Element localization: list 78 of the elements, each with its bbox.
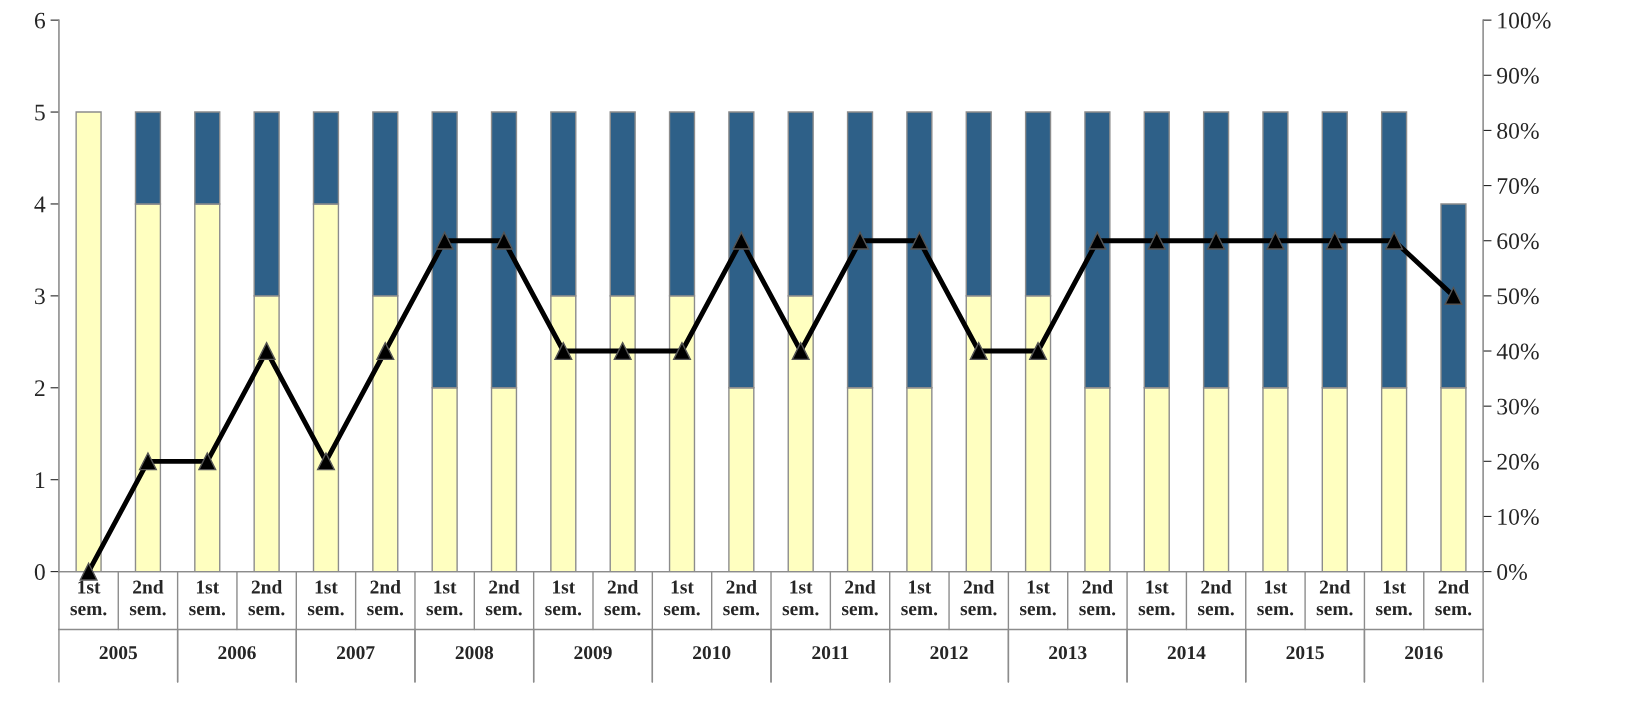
- point: [494, 231, 514, 250]
- x-tick-label: 1st sem.: [189, 580, 226, 616]
- point: [198, 452, 217, 471]
- point: [316, 452, 335, 471]
- x-tick-label: 2nd sem.: [1198, 579, 1234, 616]
- point: [910, 231, 929, 250]
- x-tick-label: 1st sem.: [307, 580, 344, 616]
- x-tick-label: 1st sem.: [901, 580, 938, 616]
- y-tick-label: 4: [34, 196, 46, 213]
- point: [613, 341, 632, 361]
- y2-tick-label: 0%: [1497, 564, 1527, 581]
- x-tick-label: 1st sem.: [545, 580, 582, 616]
- point: [672, 341, 692, 361]
- x-tick-label: 2nd sem.: [604, 579, 641, 616]
- text: 2013: [1049, 646, 1087, 660]
- text: 2007: [337, 646, 375, 660]
- y2-tick-label: 80%: [1497, 122, 1539, 139]
- y2-tick-label: 70%: [1497, 178, 1539, 195]
- y-tick-label: 3: [35, 288, 45, 305]
- text: 2010: [693, 646, 731, 660]
- y-tick-label: 0: [34, 564, 45, 581]
- x-tick-label: 1st sem.: [1138, 580, 1175, 616]
- x-tick-label: 2nd sem.: [248, 579, 285, 616]
- text: 2005: [99, 646, 138, 660]
- point: [791, 341, 810, 361]
- y2-tick-label: 60%: [1497, 233, 1539, 250]
- point: [435, 231, 454, 250]
- y-tick-label: 1: [36, 472, 45, 488]
- point: [851, 231, 870, 250]
- point: [376, 341, 395, 361]
- point: [554, 341, 573, 361]
- point: [79, 562, 98, 581]
- point: [1088, 231, 1107, 250]
- text: 2012: [930, 646, 968, 660]
- point: [1029, 341, 1048, 361]
- point: [1444, 286, 1463, 305]
- x-tick-label: 1st sem.: [426, 580, 463, 616]
- point: [257, 341, 276, 361]
- text: 2008: [455, 646, 494, 660]
- point: [1207, 231, 1226, 250]
- point: [1266, 231, 1285, 250]
- text: 2015: [1286, 646, 1324, 660]
- x-tick-label: 2nd sem.: [485, 579, 522, 616]
- x-tick-label: 1st sem.: [1020, 580, 1056, 616]
- text: 2016: [1405, 646, 1443, 660]
- point: [1147, 231, 1166, 250]
- x-tick-label: 2nd sem.: [129, 579, 166, 616]
- y2-tick-label: 50%: [1497, 288, 1539, 305]
- x-tick-label: 2nd sem.: [1079, 579, 1116, 616]
- text: 2006: [218, 646, 256, 660]
- x-tick-label: 1st sem.: [663, 580, 700, 616]
- x-tick-label: 2nd sem.: [367, 579, 404, 616]
- y-tick-label: 6: [34, 12, 46, 29]
- y2-tick-label: 100%: [1498, 12, 1551, 29]
- x-tick-label: 2nd sem.: [1435, 579, 1472, 616]
- x-tick-label: 1st sem.: [782, 580, 819, 616]
- x-tick-label: 2nd sem.: [842, 579, 878, 616]
- text: 2014: [1167, 646, 1206, 660]
- text: 2011: [812, 646, 849, 660]
- x-tick-label: 1st sem.: [1376, 580, 1412, 616]
- point: [1325, 231, 1344, 250]
- y-tick-label: 5: [35, 104, 45, 121]
- point: [1385, 231, 1404, 250]
- y2-tick-label: 10%: [1498, 508, 1539, 525]
- x-tick-label: 1st sem.: [1257, 580, 1294, 616]
- point: [138, 452, 157, 471]
- y2-tick-label: 90%: [1497, 67, 1539, 84]
- x-tick-label: 2nd sem.: [960, 579, 997, 616]
- point: [732, 231, 751, 250]
- y2-tick-label: 40%: [1496, 343, 1539, 360]
- x-tick-label: 2nd sem.: [723, 579, 760, 616]
- x-tick-label: 1st sem.: [70, 580, 107, 616]
- x-tick-label: 2nd sem.: [1316, 579, 1353, 616]
- y2-tick-label: 30%: [1497, 398, 1539, 415]
- text: 2009: [574, 646, 612, 660]
- point: [969, 341, 988, 361]
- y-tick-label: 2: [34, 380, 45, 396]
- y2-tick-label: 20%: [1497, 453, 1539, 470]
